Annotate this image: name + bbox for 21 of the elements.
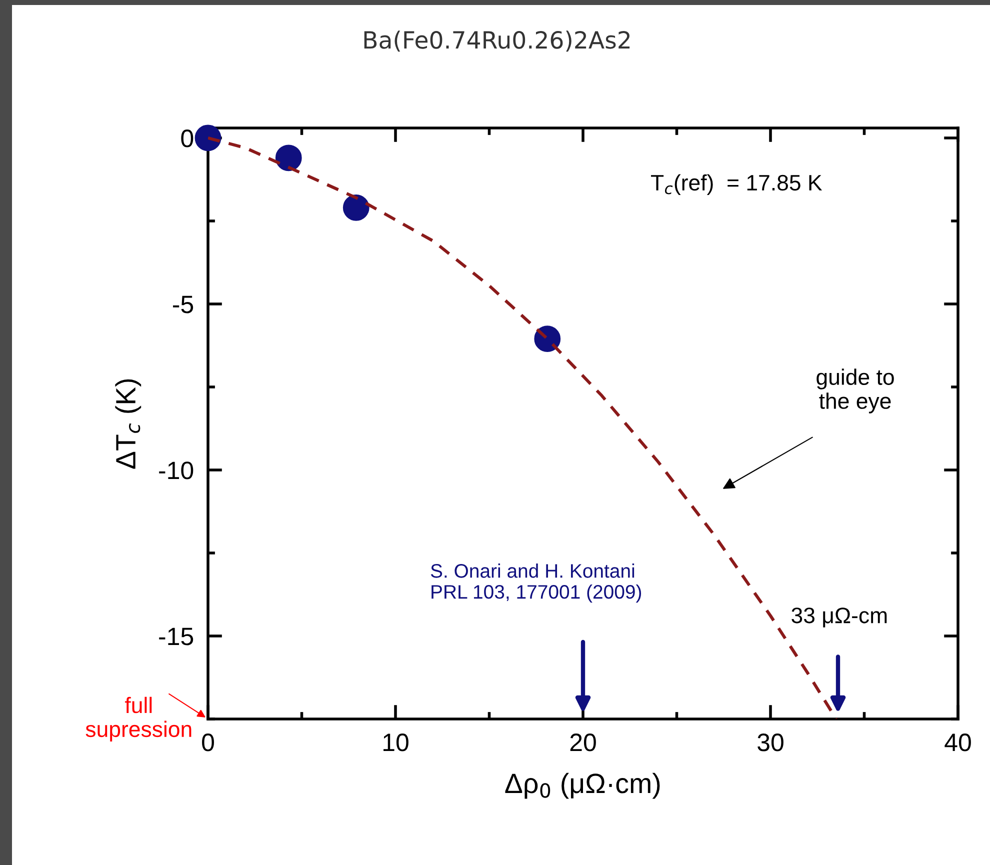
x-tick-label: 30 bbox=[758, 734, 784, 752]
point bbox=[194, 124, 222, 152]
x-tick-label: 40 bbox=[944, 734, 971, 752]
x-axis-title: Δρ$_{0}$ (μΩ·cm) bbox=[505, 772, 660, 799]
point bbox=[342, 194, 370, 221]
y-tick-label: -10 bbox=[159, 462, 194, 480]
point bbox=[534, 326, 561, 352]
annotation: S. Onari and H. Kontani PRL 103, 177001 (2009) bbox=[430, 564, 642, 603]
text: full supression bbox=[86, 696, 192, 742]
x-tick-label: 10 bbox=[384, 734, 408, 752]
y-axis-title: ΔT$_{c}$ (K) bbox=[115, 379, 142, 469]
x-tick-label: 20 bbox=[570, 734, 596, 752]
annotation: guide to the eye bbox=[816, 368, 894, 414]
y-tick-label: 0 bbox=[181, 130, 194, 148]
point bbox=[275, 144, 302, 172]
annotation: 33 μΩ-cm bbox=[792, 608, 887, 628]
y-tick-label: -15 bbox=[159, 628, 194, 646]
chart-title: Ba(Fe0.74Ru0.26)2As2 bbox=[364, 30, 630, 52]
x-tick-label: 0 bbox=[202, 734, 214, 752]
y-tick-label: -5 bbox=[172, 296, 194, 314]
annotation: T$_{c}$(ref) = 17.85 K bbox=[651, 174, 822, 195]
